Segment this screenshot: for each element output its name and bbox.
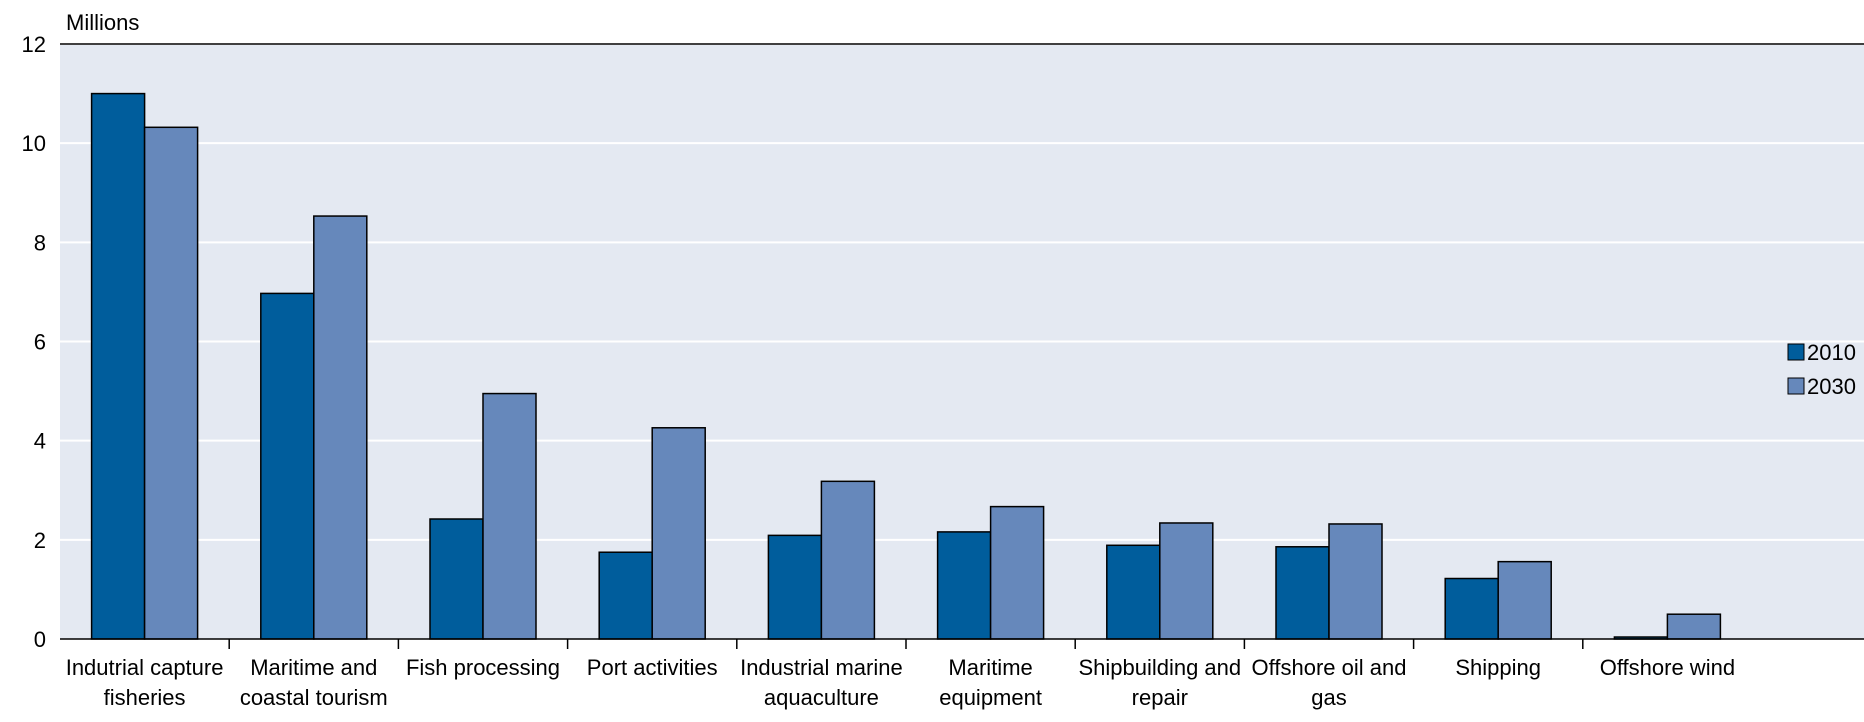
x-category-label: Maritime equipment bbox=[939, 655, 1042, 710]
y-tick-label: 0 bbox=[34, 627, 46, 652]
y-tick-label: 2 bbox=[34, 528, 46, 553]
bar-2030 bbox=[143, 126, 199, 640]
x-axis-category-labels: Indutrial capture fisheries Maritime and co… bbox=[66, 655, 1735, 710]
x-category-label: Offshore wind bbox=[1600, 655, 1735, 680]
y-tick-label: 12 bbox=[22, 32, 46, 57]
bar-2030 bbox=[482, 392, 537, 640]
bar-2010 bbox=[429, 518, 484, 640]
y-tick-label: 4 bbox=[34, 429, 46, 454]
bar-2010 bbox=[936, 531, 992, 640]
legend-label-2010: 2010 bbox=[1807, 340, 1856, 365]
bar-2030 bbox=[1328, 523, 1383, 640]
bar-2030 bbox=[1497, 560, 1552, 640]
bar-2010 bbox=[1275, 546, 1330, 640]
x-category-label: Port activities bbox=[587, 655, 718, 680]
bar-2030 bbox=[1666, 613, 1722, 640]
y-tick-label: 8 bbox=[34, 230, 46, 255]
bar-2030 bbox=[651, 427, 706, 640]
bar-2030 bbox=[989, 505, 1045, 640]
bar-2010 bbox=[767, 534, 823, 640]
x-category-label: Fish processing bbox=[406, 655, 560, 680]
x-category-label: Shipbuilding and repair bbox=[1078, 655, 1241, 710]
bar-2010 bbox=[1106, 544, 1161, 640]
x-axis-ticks bbox=[228, 639, 1584, 649]
x-category-label: Offshore oil and gas bbox=[1252, 655, 1407, 710]
bar-2010 bbox=[260, 292, 315, 640]
y-axis-unit-label: Millions bbox=[66, 10, 139, 35]
legend-swatch-2010 bbox=[1787, 343, 1805, 361]
bar-2030 bbox=[313, 215, 368, 640]
x-category-label: Indutrial capture fisheries bbox=[66, 655, 224, 710]
legend-label-2030: 2030 bbox=[1807, 374, 1856, 399]
bar-2030 bbox=[1159, 522, 1214, 640]
bar-2010 bbox=[1444, 577, 1499, 640]
x-category-label: Maritime and coastal tourism bbox=[240, 655, 388, 710]
legend-swatch-2030 bbox=[1787, 377, 1805, 395]
bar-2010 bbox=[598, 551, 653, 640]
y-axis-tick-labels: 0 2 4 6 8 10 12 bbox=[22, 32, 46, 652]
x-category-label: Shipping bbox=[1455, 655, 1541, 680]
legend: 2010 2030 bbox=[1787, 340, 1856, 399]
y-tick-label: 6 bbox=[34, 330, 46, 355]
bar-2030 bbox=[820, 480, 876, 640]
y-tick-label: 10 bbox=[22, 131, 46, 156]
x-category-label: Industrial marine aquaculture bbox=[740, 655, 903, 710]
bar-2010 bbox=[90, 92, 146, 640]
